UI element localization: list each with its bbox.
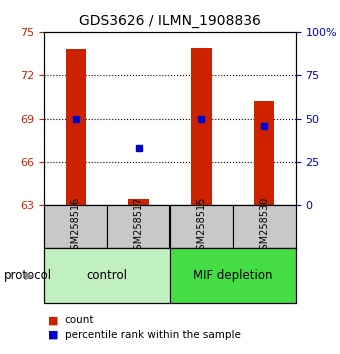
Bar [44,248,170,303]
Text: count: count [65,315,94,325]
Text: ▶: ▶ [25,270,33,280]
Text: GSM258517: GSM258517 [134,197,143,256]
Bar [66,49,86,205]
Bar [170,205,233,248]
Bar [170,248,296,303]
Text: GSM258530: GSM258530 [259,197,269,256]
Bar [107,205,170,248]
Text: protocol: protocol [3,269,52,282]
Bar [129,199,149,205]
Text: ■: ■ [48,315,58,325]
Text: control: control [87,269,128,282]
Text: percentile rank within the sample: percentile rank within the sample [65,330,240,339]
Bar [44,205,107,248]
Title: GDS3626 / ILMN_1908836: GDS3626 / ILMN_1908836 [79,14,261,28]
Bar [233,205,296,248]
Text: MIF depletion: MIF depletion [193,269,273,282]
Text: GSM258516: GSM258516 [71,197,81,256]
Text: GSM258515: GSM258515 [197,197,206,256]
Bar [191,48,211,205]
Bar [254,101,274,205]
Text: ■: ■ [48,330,58,339]
